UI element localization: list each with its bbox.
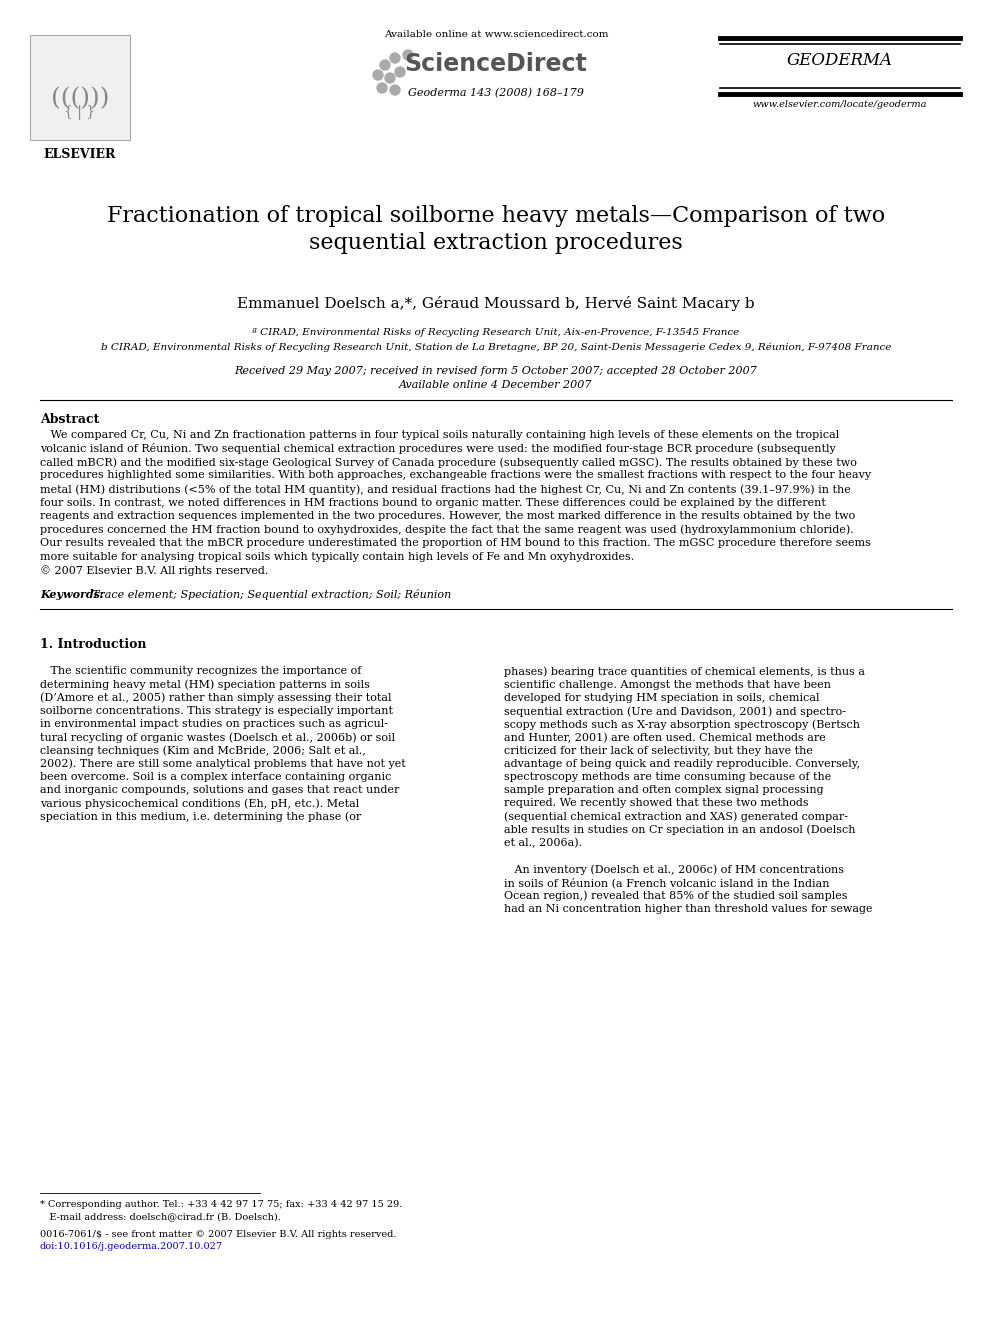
Text: and inorganic compounds, solutions and gases that react under: and inorganic compounds, solutions and g…	[40, 786, 400, 795]
Text: E-mail address: doelsch@cirad.fr (B. Doelsch).: E-mail address: doelsch@cirad.fr (B. Doe…	[40, 1212, 281, 1221]
Text: soilborne concentrations. This strategy is especially important: soilborne concentrations. This strategy …	[40, 706, 393, 716]
Text: metal (HM) distributions (<5% of the total HM quantity), and residual fractions : metal (HM) distributions (<5% of the tot…	[40, 484, 851, 495]
Text: and Hunter, 2001) are often used. Chemical methods are: and Hunter, 2001) are often used. Chemic…	[504, 733, 825, 742]
Text: ELSEVIER: ELSEVIER	[44, 148, 116, 161]
Text: been overcome. Soil is a complex interface containing organic: been overcome. Soil is a complex interfa…	[40, 773, 392, 782]
Text: Our results revealed that the mBCR procedure underestimated the proportion of HM: Our results revealed that the mBCR proce…	[40, 538, 871, 548]
Text: advantage of being quick and readily reproducible. Conversely,: advantage of being quick and readily rep…	[504, 759, 860, 769]
Circle shape	[395, 67, 405, 77]
Text: in environmental impact studies on practices such as agricul-: in environmental impact studies on pract…	[40, 720, 388, 729]
Text: sequential extraction (Ure and Davidson, 2001) and spectro-: sequential extraction (Ure and Davidson,…	[504, 706, 846, 717]
Text: developed for studying HM speciation in soils, chemical: developed for studying HM speciation in …	[504, 693, 819, 703]
Text: doi:10.1016/j.geoderma.2007.10.027: doi:10.1016/j.geoderma.2007.10.027	[40, 1242, 223, 1252]
Text: various physicochemical conditions (Eh, pH, etc.). Metal: various physicochemical conditions (Eh, …	[40, 799, 359, 810]
Text: 1. Introduction: 1. Introduction	[40, 639, 147, 651]
Text: scientific challenge. Amongst the methods that have been: scientific challenge. Amongst the method…	[504, 680, 831, 689]
Text: ª CIRAD, Environmental Risks of Recycling Research Unit, Aix-en-Provence, F-1354: ª CIRAD, Environmental Risks of Recyclin…	[252, 328, 740, 337]
Text: et al., 2006a).: et al., 2006a).	[504, 837, 582, 848]
Text: sample preparation and often complex signal processing: sample preparation and often complex sig…	[504, 786, 823, 795]
Circle shape	[390, 85, 400, 95]
Text: speciation in this medium, i.e. determining the phase (or: speciation in this medium, i.e. determin…	[40, 812, 361, 823]
Text: procedures highlighted some similarities. With both approaches, exchangeable fra: procedures highlighted some similarities…	[40, 471, 871, 480]
Text: reagents and extraction sequences implemented in the two procedures. However, th: reagents and extraction sequences implem…	[40, 511, 855, 521]
Text: 2002). There are still some analytical problems that have not yet: 2002). There are still some analytical p…	[40, 759, 406, 770]
Text: called mBCR) and the modified six-stage Geological Survey of Canada procedure (s: called mBCR) and the modified six-stage …	[40, 456, 857, 467]
Text: determining heavy metal (HM) speciation patterns in soils: determining heavy metal (HM) speciation …	[40, 680, 370, 691]
Text: four soils. In contrast, we noted differences in HM fractions bound to organic m: four soils. In contrast, we noted differ…	[40, 497, 826, 508]
Circle shape	[385, 73, 395, 83]
Text: Emmanuel Doelsch a,*, Géraud Moussard b, Hervé Saint Macary b: Emmanuel Doelsch a,*, Géraud Moussard b,…	[237, 296, 755, 311]
Text: b CIRAD, Environmental Risks of Recycling Research Unit, Station de La Bretagne,: b CIRAD, Environmental Risks of Recyclin…	[101, 343, 891, 352]
Text: We compared Cr, Cu, Ni and Zn fractionation patterns in four typical soils natur: We compared Cr, Cu, Ni and Zn fractionat…	[40, 430, 839, 441]
Text: in soils of Réunion (a French volcanic island in the Indian: in soils of Réunion (a French volcanic i…	[504, 877, 829, 889]
Text: sequential extraction procedures: sequential extraction procedures	[310, 232, 682, 254]
Text: phases) bearing trace quantities of chemical elements, is thus a: phases) bearing trace quantities of chem…	[504, 667, 865, 677]
Text: © 2007 Elsevier B.V. All rights reserved.: © 2007 Elsevier B.V. All rights reserved…	[40, 565, 269, 576]
Circle shape	[377, 83, 387, 93]
Circle shape	[403, 50, 413, 60]
Text: (D’Amore et al., 2005) rather than simply assessing their total: (D’Amore et al., 2005) rather than simpl…	[40, 693, 392, 704]
Text: An inventory (Doelsch et al., 2006c) of HM concentrations: An inventory (Doelsch et al., 2006c) of …	[504, 864, 844, 875]
Text: Available online 4 December 2007: Available online 4 December 2007	[399, 380, 593, 390]
Text: procedures concerned the HM fraction bound to oxyhydroxides, despite the fact th: procedures concerned the HM fraction bou…	[40, 524, 854, 534]
Text: required. We recently showed that these two methods: required. We recently showed that these …	[504, 799, 808, 808]
Circle shape	[373, 70, 383, 79]
Text: Fractionation of tropical soilborne heavy metals—Comparison of two: Fractionation of tropical soilborne heav…	[107, 205, 885, 228]
Text: Received 29 May 2007; received in revised form 5 October 2007; accepted 28 Octob: Received 29 May 2007; received in revise…	[234, 366, 758, 376]
Text: spectroscopy methods are time consuming because of the: spectroscopy methods are time consuming …	[504, 773, 831, 782]
Text: GEODERMA: GEODERMA	[787, 52, 893, 69]
Text: ((())): ((()))	[51, 87, 109, 110]
Text: Abstract: Abstract	[40, 413, 99, 426]
Text: { | }: { | }	[64, 105, 95, 120]
Text: more suitable for analysing tropical soils which typically contain high levels o: more suitable for analysing tropical soi…	[40, 552, 634, 561]
Text: had an Ni concentration higher than threshold values for sewage: had an Ni concentration higher than thre…	[504, 904, 873, 914]
Circle shape	[390, 53, 400, 64]
Text: Geoderma 143 (2008) 168–179: Geoderma 143 (2008) 168–179	[408, 89, 584, 98]
Text: criticized for their lack of selectivity, but they have the: criticized for their lack of selectivity…	[504, 746, 812, 755]
Circle shape	[380, 60, 390, 70]
Text: www.elsevier.com/locate/geoderma: www.elsevier.com/locate/geoderma	[753, 101, 928, 108]
Text: ScienceDirect: ScienceDirect	[405, 52, 587, 75]
Text: Trace element; Speciation; Sequential extraction; Soil; Réunion: Trace element; Speciation; Sequential ex…	[92, 589, 451, 599]
Text: Keywords:: Keywords:	[40, 589, 108, 599]
Text: Ocean region,) revealed that 85% of the studied soil samples: Ocean region,) revealed that 85% of the …	[504, 890, 847, 901]
Text: scopy methods such as X-ray absorption spectroscopy (Bertsch: scopy methods such as X-ray absorption s…	[504, 720, 860, 730]
Text: tural recycling of organic wastes (Doelsch et al., 2006b) or soil: tural recycling of organic wastes (Doels…	[40, 733, 395, 744]
FancyBboxPatch shape	[30, 34, 130, 140]
Text: cleansing techniques (Kim and McBride, 2006; Salt et al.,: cleansing techniques (Kim and McBride, 2…	[40, 746, 366, 757]
Text: volcanic island of Réunion. Two sequential chemical extraction procedures were u: volcanic island of Réunion. Two sequenti…	[40, 443, 835, 455]
Text: The scientific community recognizes the importance of: The scientific community recognizes the …	[40, 667, 361, 676]
Text: able results in studies on Cr speciation in an andosol (Doelsch: able results in studies on Cr speciation…	[504, 826, 855, 835]
Text: (sequential chemical extraction and XAS) generated compar-: (sequential chemical extraction and XAS)…	[504, 812, 848, 823]
Text: 0016-7061/$ - see front matter © 2007 Elsevier B.V. All rights reserved.: 0016-7061/$ - see front matter © 2007 El…	[40, 1230, 397, 1240]
Text: * Corresponding author. Tel.: +33 4 42 97 17 75; fax: +33 4 42 97 15 29.: * Corresponding author. Tel.: +33 4 42 9…	[40, 1200, 403, 1209]
Text: Available online at www.sciencedirect.com: Available online at www.sciencedirect.co…	[384, 30, 608, 38]
